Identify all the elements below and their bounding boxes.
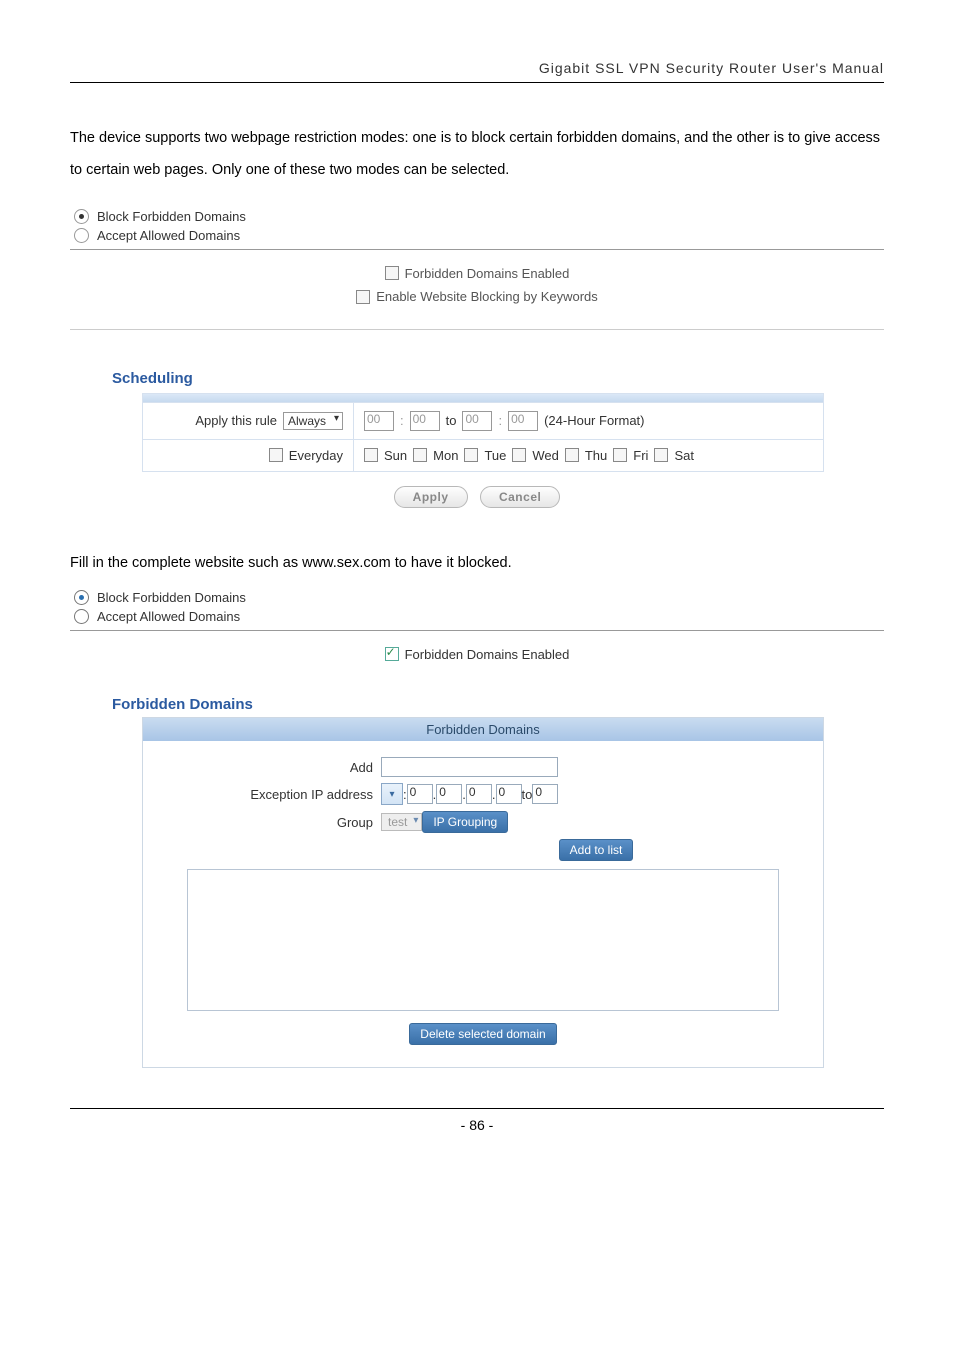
ip-oct1[interactable]: 0 [407, 784, 433, 804]
radio-accept-allowed-2[interactable]: Accept Allowed Domains [70, 607, 884, 626]
checkbox-icon [385, 266, 399, 280]
ip-to[interactable]: 0 [532, 784, 558, 804]
apply-rule-select[interactable]: Always [283, 412, 343, 430]
forbidden-domains-title: Forbidden Domains [112, 696, 884, 713]
radio-empty-icon [74, 228, 89, 243]
check-label: Forbidden Domains Enabled [405, 266, 570, 281]
radio-block-forbidden[interactable]: Block Forbidden Domains [70, 207, 884, 226]
time-from-mm[interactable]: 00 [410, 411, 440, 431]
radio-label: Accept Allowed Domains [97, 609, 240, 624]
checkbox-icon[interactable] [613, 448, 627, 462]
colon: : [498, 413, 502, 428]
intro-text: The device supports two webpage restrict… [70, 123, 884, 187]
check-keyword-block[interactable]: Enable Website Blocking by Keywords [356, 289, 598, 304]
radio-dot-icon [74, 590, 89, 605]
checkbox-icon[interactable] [269, 448, 283, 462]
colon: : [400, 413, 404, 428]
day-tue: Tue [484, 448, 506, 463]
panel-header [143, 394, 823, 402]
fd-panel-header: Forbidden Domains [143, 718, 823, 741]
day-thu: Thu [585, 448, 607, 463]
radio-label: Accept Allowed Domains [97, 228, 240, 243]
day-wed: Wed [532, 448, 559, 463]
checkbox-icon[interactable] [654, 448, 668, 462]
page-header: Gigabit SSL VPN Security Router User's M… [70, 60, 884, 83]
scheduling-title: Scheduling [112, 370, 884, 387]
divider [70, 249, 884, 250]
mode-radio-group-2: Block Forbidden Domains Accept Allowed D… [70, 588, 884, 626]
checkbox-icon[interactable] [413, 448, 427, 462]
ip-oct3[interactable]: 0 [466, 784, 492, 804]
cancel-button[interactable]: Cancel [480, 486, 560, 508]
time-to-mm[interactable]: 00 [508, 411, 538, 431]
divider [70, 630, 884, 631]
radio-dot-icon [74, 209, 89, 224]
add-domain-input[interactable] [381, 757, 558, 777]
time-to-hh[interactable]: 00 [462, 411, 492, 431]
page-number: - 86 - [70, 1108, 884, 1133]
checkbox-icon [356, 290, 370, 304]
delete-selected-button[interactable]: Delete selected domain [409, 1023, 556, 1045]
forbidden-domains-panel: Forbidden Domains Add Exception IP addre… [142, 717, 824, 1068]
day-sun: Sun [384, 448, 407, 463]
check-forbidden-enabled-on[interactable]: Forbidden Domains Enabled [385, 647, 570, 662]
ip-grouping-button[interactable]: IP Grouping [422, 811, 508, 833]
day-fri: Fri [633, 448, 648, 463]
radio-label: Block Forbidden Domains [97, 209, 246, 224]
add-to-list-button[interactable]: Add to list [559, 839, 634, 861]
ip-oct2[interactable]: 0 [436, 784, 462, 804]
divider-light [70, 329, 884, 330]
time-format-label: (24-Hour Format) [544, 413, 644, 428]
ip-oct4[interactable]: 0 [496, 784, 522, 804]
checkbox-icon[interactable] [364, 448, 378, 462]
checkbox-icon[interactable] [464, 448, 478, 462]
group-label: Group [155, 815, 381, 830]
check-label: Enable Website Blocking by Keywords [376, 289, 598, 304]
check-forbidden-enabled[interactable]: Forbidden Domains Enabled [385, 266, 570, 281]
group-select[interactable]: test [381, 813, 422, 831]
radio-label: Block Forbidden Domains [97, 590, 246, 605]
checkbox-icon[interactable] [512, 448, 526, 462]
exception-label: Exception IP address [155, 787, 381, 802]
scheduling-panel: Apply this rule Always 00 : 00 to 00 : 0… [142, 393, 824, 472]
domain-listbox[interactable] [187, 869, 779, 1011]
fill-instruction: Fill in the complete website such as www… [70, 548, 884, 580]
enable-checks: Forbidden Domains Enabled Enable Website… [70, 262, 884, 309]
to-label: to [522, 787, 533, 802]
checkbox-icon[interactable] [565, 448, 579, 462]
radio-accept-allowed[interactable]: Accept Allowed Domains [70, 226, 884, 245]
everyday-label: Everyday [289, 448, 343, 463]
day-sat: Sat [674, 448, 694, 463]
day-mon: Mon [433, 448, 458, 463]
radio-empty-icon [74, 609, 89, 624]
apply-button[interactable]: Apply [394, 486, 468, 508]
apply-rule-label: Apply this rule [195, 413, 277, 428]
add-label: Add [155, 760, 381, 775]
time-from-hh[interactable]: 00 [364, 411, 394, 431]
time-to-label: to [446, 413, 457, 428]
radio-block-forbidden-2[interactable]: Block Forbidden Domains [70, 588, 884, 607]
checkbox-checked-icon [385, 647, 399, 661]
mode-radio-group: Block Forbidden Domains Accept Allowed D… [70, 207, 884, 245]
check-label: Forbidden Domains Enabled [405, 647, 570, 662]
exception-select[interactable]: ▾ [381, 783, 403, 805]
